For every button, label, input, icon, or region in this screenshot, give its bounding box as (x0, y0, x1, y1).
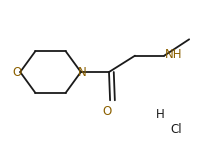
Text: O: O (12, 66, 22, 79)
Text: H: H (155, 108, 164, 121)
Text: NH: NH (165, 48, 183, 62)
Text: O: O (102, 105, 111, 118)
Text: N: N (78, 66, 86, 79)
Text: Cl: Cl (170, 123, 182, 136)
